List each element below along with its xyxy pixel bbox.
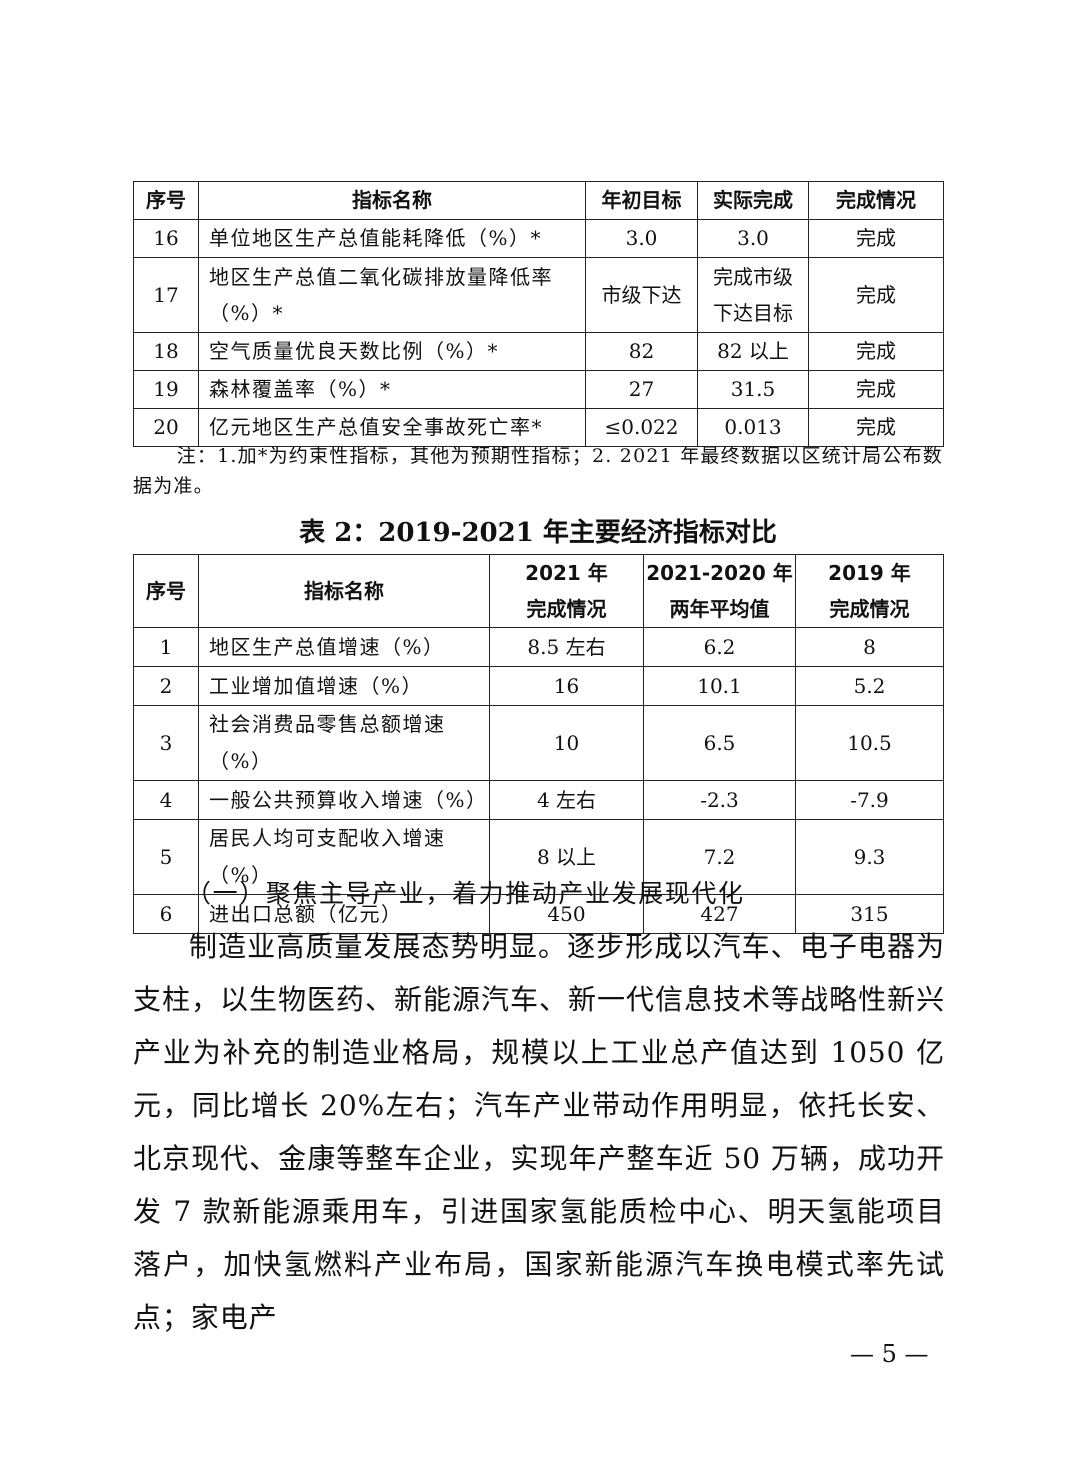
- table-cell: 居民人均可支配收入增速（%）: [198, 819, 490, 895]
- table-cell: 3.0: [697, 219, 809, 258]
- paragraph: 制造业高质量发展态势明显。逐步形成以汽车、电子电器为支柱，以生物医药、新能源汽车…: [133, 930, 945, 1334]
- table-cell: -7.9: [795, 780, 944, 820]
- table-cell: 9.3: [795, 819, 944, 895]
- table-cell: -2.3: [643, 780, 796, 820]
- cell-line: 下达目标: [713, 301, 793, 325]
- table-cell: 5.2: [795, 666, 944, 706]
- table-cell: 4: [133, 780, 199, 820]
- table-cell: 社会消费品零售总额增速（%）: [198, 705, 490, 781]
- table-cell: 进出口总额（亿元）: [198, 894, 490, 934]
- table-cell: 完成: [808, 257, 944, 333]
- table-row: 5 居民人均可支配收入增速（%） 8 以上 7.2 9.3: [133, 819, 944, 895]
- header-cell: 2021-2020 年两年平均值: [643, 554, 796, 628]
- table-cell: 完成: [808, 219, 944, 258]
- table-cell: 6: [133, 894, 199, 934]
- table-cell: 0.013: [697, 408, 809, 447]
- section-heading: （一）聚焦主导产业，着力推动产业发展现代化: [186, 879, 745, 908]
- table-cell: 27: [585, 370, 698, 409]
- table-cell: 地区生产总值增速（%）: [198, 627, 490, 667]
- table-cell: 315: [795, 894, 944, 934]
- table-cell: 16: [489, 666, 644, 706]
- table-cell: 完成市级 下达目标: [697, 257, 809, 333]
- cell-line: 两年平均值: [669, 597, 770, 621]
- table-cell: 完成: [808, 408, 944, 447]
- table-cell: 一般公共预算收入增速（%）: [198, 780, 490, 820]
- table-row: 20 亿元地区生产总值安全事故死亡率* ≤0.022 0.013 完成: [133, 408, 944, 447]
- table-cell: 完成: [808, 370, 944, 409]
- table-cell: 10: [489, 705, 644, 781]
- table-row: 19 森林覆盖率（%）* 27 31.5 完成: [133, 370, 944, 409]
- table-cell: 空气质量优良天数比例（%）*: [198, 332, 586, 371]
- table-cell: 工业增加值增速（%）: [198, 666, 490, 706]
- table-cell: 82: [585, 332, 698, 371]
- table-cell: ≤0.022: [585, 408, 698, 447]
- table-cell: 8.5 左右: [489, 627, 644, 667]
- header-row: 序号 指标名称 2021 年完成情况 2021-2020 年两年平均值 2019 年完成…: [133, 554, 944, 628]
- header-cell: 指标名称: [198, 181, 586, 220]
- cell-line: 2019 年: [828, 561, 911, 585]
- table-row: 16 单位地区生产总值能耗降低（%）* 3.0 3.0 完成: [133, 219, 944, 258]
- header-cell: 实际完成: [697, 181, 809, 220]
- table-cell: 10.5: [795, 705, 944, 781]
- table-cell: 8: [795, 627, 944, 667]
- table-cell: 森林覆盖率（%）*: [198, 370, 586, 409]
- table-row: 18 空气质量优良天数比例（%）* 82 82 以上 完成: [133, 332, 944, 371]
- cell-line: 地区生产总值二氧化碳排放量降低率: [209, 265, 553, 289]
- header-cell: 年初目标: [585, 181, 698, 220]
- cell-line: 完成市级: [713, 265, 793, 289]
- table-cell: 82 以上: [697, 332, 809, 371]
- table-row: 1 地区生产总值增速（%） 8.5 左右 6.2 8: [133, 627, 944, 667]
- table-cell: 3: [133, 705, 199, 781]
- table-cell: 20: [133, 408, 199, 447]
- table-cell: 6.2: [643, 627, 796, 667]
- table-cell: 427: [643, 894, 796, 934]
- table-cell: 6.5: [643, 705, 796, 781]
- header-cell: 完成情况: [808, 181, 944, 220]
- page-number: — 5 —: [850, 1340, 929, 1368]
- table-cell: 亿元地区生产总值安全事故死亡率*: [198, 408, 586, 447]
- table-row: 2 工业增加值增速（%） 16 10.1 5.2: [133, 666, 944, 706]
- table-cell: 17: [133, 257, 199, 333]
- table-cell: 18: [133, 332, 199, 371]
- table-cell: 2: [133, 666, 199, 706]
- table-cell: 16: [133, 219, 199, 258]
- header-cell: 2021 年完成情况: [489, 554, 644, 628]
- table-cell: 完成: [808, 332, 944, 371]
- cell-line: 2021 年: [525, 561, 608, 585]
- table-row: 6 进出口总额（亿元） 450 427 315: [133, 894, 944, 934]
- cell-line: （%）*: [209, 301, 285, 325]
- table: 序号 指标名称 年初目标 实际完成 完成情况 16 单位地区生产总值能耗降低（%）* 3.0 3…: [133, 181, 944, 447]
- cell-line: 完成情况: [829, 597, 910, 621]
- table-cell: 3.0: [585, 219, 698, 258]
- header-cell: 序号: [133, 554, 199, 628]
- header-cell: 2019 年完成情况: [795, 554, 944, 628]
- table-cell: 10.1: [643, 666, 796, 706]
- table-row: 17 地区生产总值二氧化碳排放量降低率 （%）* 市级下达 完成市级下达目标 完成: [133, 257, 944, 333]
- cell-line: 完成情况: [526, 597, 607, 621]
- table-cell: 4 左右: [489, 780, 644, 820]
- table-cell: 19: [133, 370, 199, 409]
- table-cell: 地区生产总值二氧化碳排放量降低率 （%）*: [198, 257, 586, 333]
- header-row: 序号 指标名称 年初目标 实际完成 完成情况: [133, 181, 944, 220]
- table-row: 4 一般公共预算收入增速（%） 4 左右 -2.3 -7.9: [133, 780, 944, 820]
- table: 序号 指标名称 2021 年完成情况 2021-2020 年两年平均值 2019 年完成…: [133, 554, 944, 934]
- table-note: 注：1.加*为约束性指标，其他为预期性指标；2. 2021 年最终数据以区统计局…: [133, 445, 943, 497]
- table-row: 3 社会消费品零售总额增速（%） 10 6.5 10.5: [133, 705, 944, 781]
- table-title: 表 2：2019-2021 年主要经济指标对比: [299, 518, 777, 548]
- table-cell: 市级下达: [585, 257, 698, 333]
- table-cell: 单位地区生产总值能耗降低（%）*: [198, 219, 586, 258]
- table-cell: 1: [133, 627, 199, 667]
- table-cell: 7.2: [643, 819, 796, 895]
- cell-line: 2021-2020 年: [646, 561, 793, 585]
- table-cell: 31.5: [697, 370, 809, 409]
- header-cell: 指标名称: [198, 554, 490, 628]
- header-cell: 序号: [133, 181, 199, 220]
